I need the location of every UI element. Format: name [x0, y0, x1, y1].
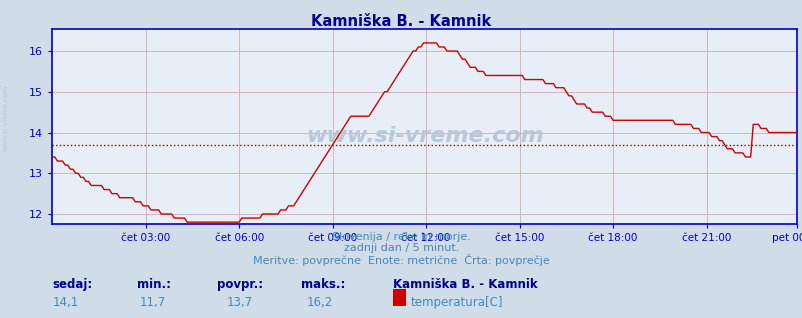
Text: povpr.:: povpr.: — [217, 278, 262, 291]
Text: www.si-vreme.com: www.si-vreme.com — [2, 85, 9, 151]
Text: Meritve: povprečne  Enote: metrične  Črta: povprečje: Meritve: povprečne Enote: metrične Črta:… — [253, 254, 549, 266]
Text: 14,1: 14,1 — [53, 296, 79, 309]
Text: zadnji dan / 5 minut.: zadnji dan / 5 minut. — [343, 243, 459, 253]
Text: 13,7: 13,7 — [226, 296, 252, 309]
Text: Kamniška B. - Kamnik: Kamniška B. - Kamnik — [311, 14, 491, 29]
Text: sedaj:: sedaj: — [52, 278, 92, 291]
Text: min.:: min.: — [136, 278, 170, 291]
Text: Slovenija / reke in morje.: Slovenija / reke in morje. — [332, 232, 470, 242]
Text: 16,2: 16,2 — [306, 296, 332, 309]
Text: temperatura[C]: temperatura[C] — [411, 296, 503, 309]
Text: www.si-vreme.com: www.si-vreme.com — [306, 126, 543, 146]
Text: 11,7: 11,7 — [140, 296, 165, 309]
Text: maks.:: maks.: — [301, 278, 345, 291]
Text: Kamniška B. - Kamnik: Kamniška B. - Kamnik — [393, 278, 537, 291]
